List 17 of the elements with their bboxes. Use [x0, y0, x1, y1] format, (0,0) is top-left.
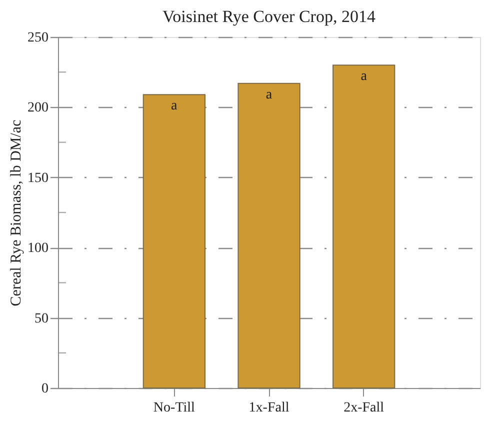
y-tick-label: 250	[28, 30, 48, 46]
y-tick-label: 150	[28, 170, 48, 186]
y-tick-label: 50	[34, 311, 48, 326]
x-tick-label: 1x-Fall	[248, 400, 290, 416]
y-axis-title: Cereal Rye Biomass, lb DM/ac	[8, 119, 24, 306]
y-tick-label: 0	[42, 382, 48, 396]
y-tick-label: 200	[28, 100, 48, 116]
annotation: a	[360, 69, 368, 84]
annotation: a	[266, 87, 273, 102]
bar	[142, 94, 206, 388]
x-tick-label: No-Till	[153, 400, 196, 416]
bar	[238, 82, 300, 388]
bar	[332, 64, 396, 388]
annotation: a	[171, 98, 178, 114]
chart-title: Voisinet Rye Cover Crop, 2014	[162, 7, 376, 26]
y-tick-label: 100	[28, 241, 48, 256]
x-tick-label: 2x-Fall	[344, 400, 384, 416]
